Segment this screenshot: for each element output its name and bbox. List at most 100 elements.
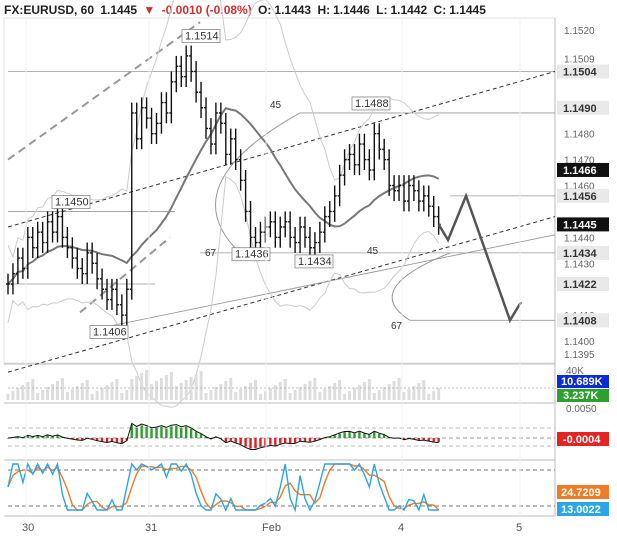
fan-arc-lower — [391, 252, 451, 321]
volume-bar — [204, 393, 208, 400]
fan-angle-label: 45 — [270, 100, 282, 111]
macd-histogram-bar — [348, 431, 351, 438]
macd-histogram-bar — [145, 426, 148, 438]
macd-histogram-bar — [110, 438, 114, 442]
volume-tag-secondary-label: 3.237K — [563, 390, 599, 402]
price-axis-tag — [557, 100, 609, 115]
price-axis-tag — [557, 162, 609, 177]
macd-histogram-bar — [155, 428, 158, 438]
macd-histogram-bar — [6, 438, 10, 439]
fan-arc — [215, 112, 301, 254]
volume-bar — [174, 386, 178, 400]
macd-histogram-bar — [130, 424, 133, 438]
volume-bar — [362, 382, 366, 400]
macd-histogram-bar — [288, 438, 292, 444]
macd-histogram-bar — [76, 438, 79, 440]
macd-histogram-bar — [239, 438, 242, 445]
price-annotation-box — [89, 325, 129, 339]
volume-bar — [199, 371, 203, 400]
macd-histogram-bar — [204, 436, 208, 438]
price-annotation-box — [181, 29, 221, 43]
price-annotation-box — [294, 254, 334, 269]
macd-histogram-bar — [353, 433, 356, 438]
volume-bar — [150, 384, 154, 400]
volume-bar — [209, 390, 213, 400]
price-axis-tag-label: 1.1456 — [563, 191, 597, 203]
macd-histogram-bar — [41, 436, 44, 438]
bollinger-lower — [7, 175, 440, 408]
macd-histogram-bar — [100, 438, 104, 442]
volume-bar — [417, 383, 421, 400]
macd-histogram-bar — [259, 438, 262, 447]
macd-histogram-bar — [432, 438, 435, 442]
change-arrow-icon: ▼ — [143, 3, 156, 17]
macd-histogram-bar — [383, 434, 386, 438]
volume-bar — [298, 387, 302, 400]
price-axis-tick: 1.1480 — [564, 130, 595, 141]
macd-histogram-bar — [274, 438, 277, 446]
volume-bar — [229, 378, 233, 400]
price-axis-tag-label: 1.1434 — [563, 248, 598, 260]
price-axis-tag — [557, 188, 609, 203]
macd-histogram-bar — [378, 433, 381, 438]
volume-bar — [263, 391, 267, 400]
volume-bar — [239, 389, 243, 400]
time-axis-tick: 5 — [516, 522, 522, 534]
macd-histogram-bar — [333, 435, 336, 438]
channel-upper-line — [7, 70, 556, 228]
volume-bar — [258, 394, 262, 400]
volume-bar — [437, 388, 441, 400]
macd-histogram-bar — [16, 436, 20, 438]
moving-average-line — [7, 107, 440, 285]
macd-histogram-bar — [412, 438, 416, 440]
macd-histogram-bar — [199, 434, 203, 438]
volume-bar — [169, 372, 173, 400]
time-axis-tick: 30 — [22, 522, 34, 534]
price-axis-tag-label: 1.1466 — [563, 165, 597, 177]
volume-bar — [125, 390, 129, 400]
stoch-d-tag-label: 24.7209 — [561, 487, 601, 499]
macd-line — [7, 422, 439, 450]
price-annotation-label: 1.1434 — [298, 256, 332, 268]
volume-tag-label: 10.689K — [561, 376, 603, 388]
volume-bar — [224, 381, 228, 400]
volume-bar — [432, 391, 436, 400]
price-annotation-box — [351, 96, 391, 111]
price-axis-tag — [557, 313, 609, 328]
macd-histogram-bar — [224, 438, 227, 443]
volume-bar — [254, 380, 257, 400]
macd-histogram-bar — [417, 438, 421, 441]
macd-histogram-bar — [140, 425, 143, 438]
volume-bar — [249, 383, 253, 400]
volume-bar — [338, 380, 342, 400]
macd-histogram-bar — [160, 426, 163, 438]
macd-histogram-bar — [135, 427, 138, 438]
macd-histogram-bar — [363, 433, 366, 438]
volume-bar — [140, 373, 144, 400]
macd-histogram-bar — [264, 438, 267, 446]
volume-bar — [120, 393, 124, 400]
macd-histogram-bar — [95, 438, 99, 441]
volume-tag-secondary — [557, 389, 609, 402]
macd-histogram-bar — [229, 438, 232, 441]
price-axis-tick: 1.1440 — [564, 233, 595, 244]
low-value: 1.1442 — [390, 3, 428, 17]
price-axis-tick: 1.1460 — [564, 182, 595, 193]
macd-histogram-bar — [214, 436, 218, 438]
volume-bar — [159, 378, 163, 400]
volume-bar — [189, 377, 193, 400]
volume-bar — [70, 389, 74, 400]
price-axis-tick: 1.1395 — [564, 350, 595, 361]
macd-histogram-bar — [318, 438, 322, 440]
price-annotation-box — [231, 247, 271, 262]
macd-histogram-bar — [165, 428, 168, 438]
volume-bar — [382, 387, 386, 400]
main-pane-frame — [3, 17, 556, 364]
volume-bar — [105, 385, 109, 400]
volume-bar — [85, 380, 89, 400]
macd-histogram-bar — [422, 438, 425, 440]
price-annotation-label: 1.1450 — [55, 196, 89, 208]
volume-bar — [402, 392, 406, 400]
macd-histogram-bar — [90, 438, 94, 440]
